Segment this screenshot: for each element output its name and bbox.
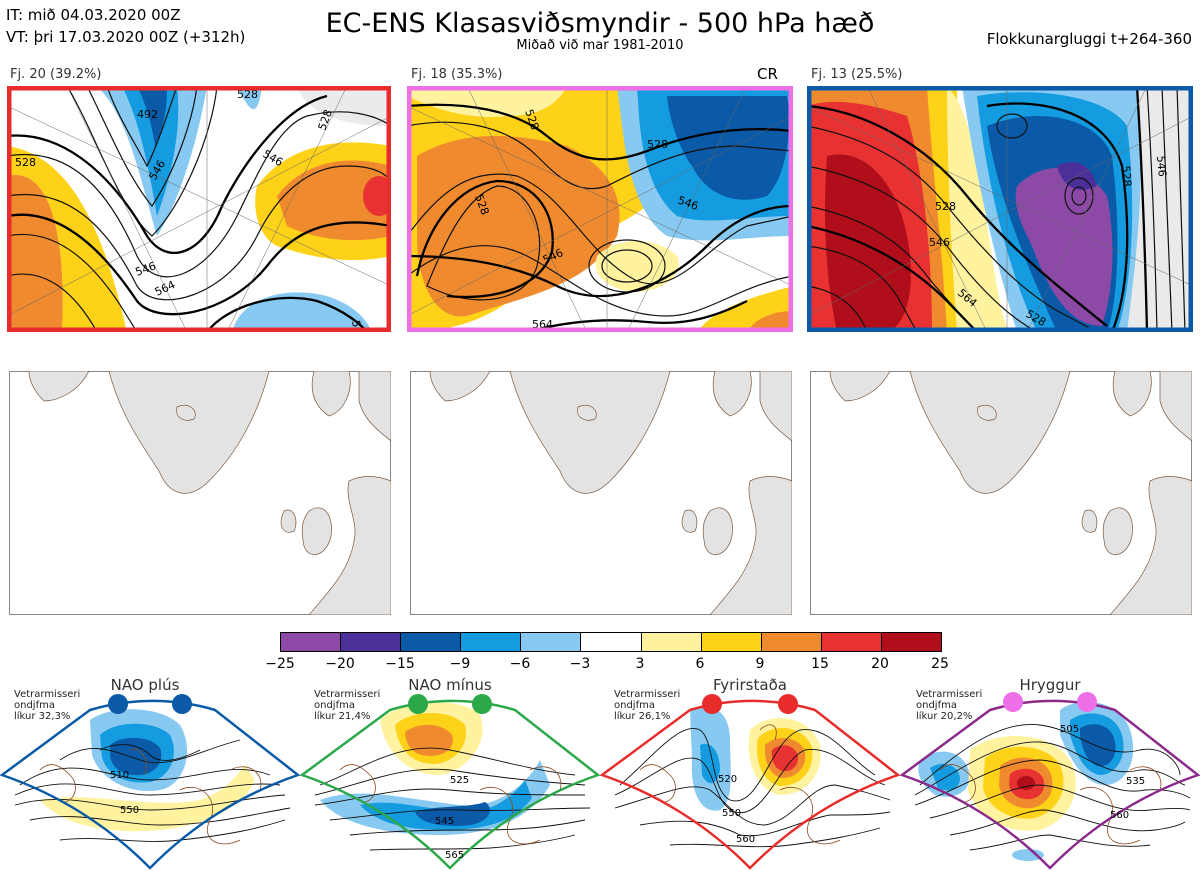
regime-3-map: 520 550 560 <box>600 694 900 870</box>
regime-3-dot-right <box>778 694 798 714</box>
regime-4-dot-left <box>1003 692 1023 712</box>
colorbar-segment <box>821 633 882 651</box>
cluster-3-map: 528 546 564 528 546 528 <box>807 86 1193 332</box>
contour-label: 565 <box>445 850 464 861</box>
colorbar-tick: −15 <box>385 656 415 672</box>
page-title: EC-ENS Klasasviðsmyndir - 500 hPa hæð <box>325 8 875 39</box>
contour-label: 546 <box>929 236 950 249</box>
contour-label: 560 <box>1110 810 1129 821</box>
valid-time: VT: þri 17.03.2020 00Z (+312h) <box>6 28 246 46</box>
base-map-1 <box>9 371 391 615</box>
cluster-2-label: Fj. 18 (35.3%) <box>411 67 503 82</box>
colorbar-tick: 15 <box>811 656 829 672</box>
colorbar-segment <box>581 633 642 651</box>
regime-2-caption: Vetrarmisseri ondjfma líkur 21,4% <box>314 689 381 722</box>
colorbar-segment <box>641 633 702 651</box>
contour-label: 528 <box>935 200 956 213</box>
regime-4-dot-right <box>1077 692 1097 712</box>
colorbar-tick: −3 <box>569 656 591 672</box>
contour-label: 492 <box>137 108 158 121</box>
cluster-3-label: Fj. 13 (25.5%) <box>811 67 903 82</box>
regime-3-caption: Vetrarmisseri ondjfma líkur 26,1% <box>614 689 681 722</box>
contour-label: 535 <box>1126 776 1145 787</box>
colorbar-segment <box>401 633 462 651</box>
regime-2-name: NAO mínus <box>408 676 492 694</box>
regime-4-frame <box>900 699 1200 870</box>
colorbar-segment <box>461 633 522 651</box>
base-map-2 <box>410 371 792 615</box>
colorbar-tick: 20 <box>871 656 889 672</box>
regime-1-frame <box>0 699 300 870</box>
contour-label: 525 <box>450 775 469 786</box>
regime-1-dot-right <box>172 694 192 714</box>
land-masses <box>28 371 391 615</box>
colorbar-segment <box>701 633 762 651</box>
cluster-2-map: 528 528 546 564 546 528 <box>407 86 793 332</box>
contour-label: 510 <box>110 770 129 781</box>
colorbar <box>280 632 942 652</box>
regime-2-dot-right <box>472 694 492 714</box>
colorbar-tick: −25 <box>265 656 295 672</box>
contour-label: 546 <box>1154 155 1169 177</box>
cluster-1-frame <box>7 86 391 332</box>
regime-2-map: 525 545 565 <box>300 694 600 870</box>
regime-1-map: 510 550 <box>0 694 300 870</box>
header-times: IT: mið 04.03.2020 00Z VT: þri 17.03.202… <box>6 4 245 48</box>
contour-label: 545 <box>435 816 454 827</box>
contour-label: 550 <box>722 808 741 819</box>
contour-label: 528 <box>1119 165 1134 187</box>
colorbar-segment <box>761 633 822 651</box>
contour-label: 560 <box>736 834 755 845</box>
colorbar-tick: −6 <box>509 656 531 672</box>
regime-2-frame <box>300 699 600 870</box>
contour-label: 528 <box>15 156 36 169</box>
regime-1-name: NAO plús <box>110 676 180 694</box>
contour-label: 505 <box>1060 724 1079 735</box>
page-subtitle: Miðað við mar 1981-2010 <box>516 38 684 53</box>
regime-4-caption: Vetrarmisseri ondjfma líkur 20,2% <box>916 689 983 722</box>
contour-label: 528 <box>647 138 668 151</box>
colorbar-tick: −9 <box>449 656 471 672</box>
cluster-1-map: 492 528 546 528 546 564 546 546 528 <box>7 86 391 332</box>
contour-label: 550 <box>120 805 139 816</box>
regime-1-dot-left <box>108 694 128 714</box>
colorbar-tick: 9 <box>755 656 765 672</box>
colorbar-segment <box>521 633 582 651</box>
initial-time: IT: mið 04.03.2020 00Z <box>6 6 181 24</box>
base-map-3 <box>810 371 1192 615</box>
regime-4-name: Hryggur <box>1019 676 1081 694</box>
contour-label: 520 <box>718 774 737 785</box>
classification-window: Flokkunargluggi t+264-360 <box>986 30 1192 48</box>
contour-label: 528 <box>237 88 258 101</box>
colorbar-segment <box>281 633 342 651</box>
regime-2-dot-left <box>408 694 428 714</box>
cluster-1-label: Fj. 20 (39.2%) <box>10 67 102 82</box>
regime-3-frame <box>600 699 900 870</box>
regime-3-dot-left <box>702 694 722 714</box>
colorbar-tick: 3 <box>635 656 645 672</box>
cluster-3-frame <box>807 86 1193 332</box>
colorbar-segment <box>341 633 402 651</box>
cluster-2-marker: CR <box>757 65 778 83</box>
colorbar-tick: −20 <box>325 656 355 672</box>
colorbar-segment <box>881 633 942 651</box>
colorbar-tick: 25 <box>931 656 949 672</box>
regime-4-map: 505 535 560 <box>900 692 1200 870</box>
cluster-2-frame <box>407 86 793 332</box>
colorbar-tick: 6 <box>695 656 705 672</box>
regime-3-name: Fyrirstaða <box>713 676 787 694</box>
regime-1-caption: Vetrarmisseri ondjfma líkur 32,3% <box>14 689 81 722</box>
